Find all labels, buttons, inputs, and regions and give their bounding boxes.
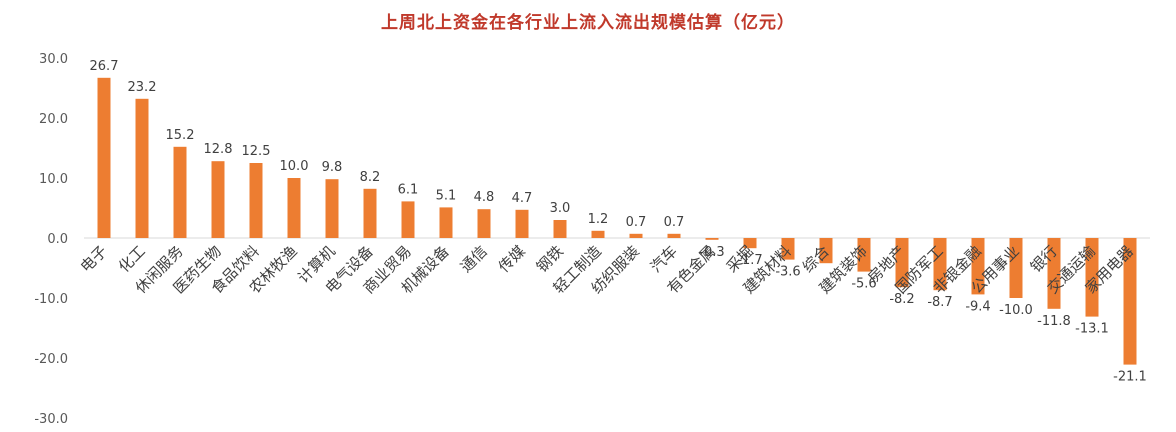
category-label: 汽车	[647, 242, 681, 276]
category-label: 化工	[115, 242, 149, 276]
bar	[325, 179, 339, 238]
bar	[173, 146, 187, 238]
bar	[477, 209, 491, 238]
data-label: -3.6	[775, 265, 800, 280]
bar	[211, 161, 225, 238]
bar	[401, 201, 415, 238]
category-label: 传媒	[495, 242, 529, 276]
bar	[287, 178, 301, 238]
data-label: 4.8	[474, 190, 495, 205]
data-label: -10.0	[999, 303, 1033, 318]
y-tick-label: 30.0	[39, 52, 68, 67]
bar	[667, 233, 681, 238]
data-label: -1.7	[737, 253, 762, 268]
bar	[819, 238, 833, 264]
bar	[1009, 238, 1023, 298]
bar	[1123, 238, 1137, 365]
bar	[135, 98, 149, 238]
bar	[591, 230, 605, 238]
bar	[439, 207, 453, 238]
bar	[1085, 238, 1099, 317]
data-label: -13.1	[1075, 322, 1109, 337]
category-label: 电子	[77, 242, 111, 276]
category-label: 通信	[457, 242, 491, 276]
data-label: 1.2	[588, 212, 609, 227]
data-label: 3.0	[550, 201, 571, 216]
data-label: -8.2	[889, 292, 914, 307]
data-label: -0.3	[699, 245, 724, 260]
data-label: 5.1	[436, 188, 457, 203]
bar	[1047, 238, 1061, 309]
bar	[705, 238, 719, 240]
bar	[781, 238, 795, 260]
bar	[515, 209, 529, 238]
data-label: 9.8	[322, 160, 343, 175]
data-label: -8.7	[927, 295, 952, 310]
y-tick-label: 0.0	[47, 232, 68, 247]
y-tick-label: -10.0	[34, 292, 68, 307]
category-label: 钢铁	[533, 242, 567, 276]
data-label: -21.1	[1113, 370, 1147, 385]
bar	[553, 220, 567, 238]
bar	[249, 163, 263, 238]
bar	[971, 238, 985, 295]
data-label: 23.2	[128, 80, 157, 95]
data-label: 26.7	[90, 59, 119, 74]
data-label: 12.8	[204, 142, 233, 157]
data-label: 10.0	[280, 159, 309, 174]
data-label: -11.8	[1037, 314, 1071, 329]
data-label: 4.7	[512, 191, 533, 206]
y-tick-label: -30.0	[34, 412, 68, 427]
y-tick-label: 20.0	[39, 112, 68, 127]
chart-title: 上周北上资金在各行业上流入流出规模估算（亿元）	[381, 13, 795, 33]
y-tick-label: -20.0	[34, 352, 68, 367]
bar	[743, 238, 757, 249]
bar	[933, 238, 947, 291]
data-label: 8.2	[360, 170, 381, 185]
data-label: -9.4	[965, 299, 990, 314]
bar	[363, 188, 377, 238]
data-label: 0.7	[626, 215, 647, 230]
y-tick-label: 10.0	[39, 172, 68, 187]
data-label: 15.2	[166, 128, 195, 143]
bar	[629, 233, 643, 238]
data-label: 12.5	[242, 144, 271, 159]
bar	[895, 238, 909, 288]
bar	[97, 77, 111, 238]
data-label: -5.6	[851, 277, 876, 292]
bar	[857, 238, 871, 272]
data-label: 6.1	[398, 182, 419, 197]
data-label: 0.7	[664, 215, 685, 230]
